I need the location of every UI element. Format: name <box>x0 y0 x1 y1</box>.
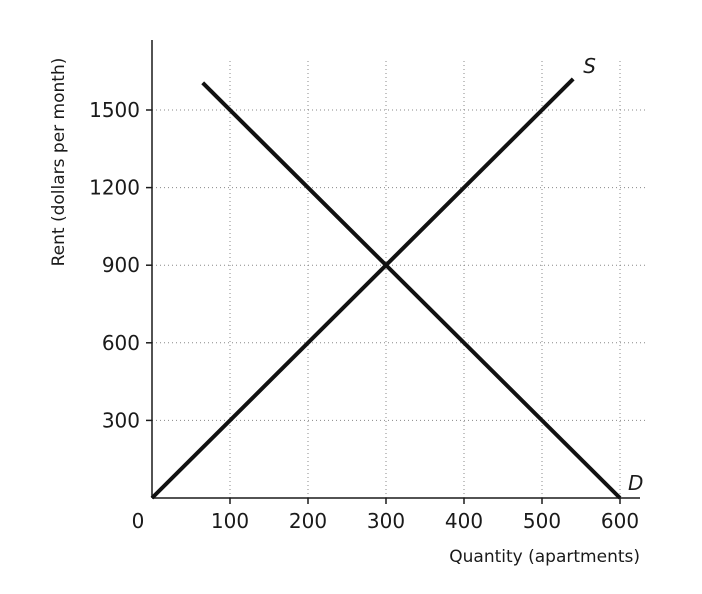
x-tick-label: 300 <box>367 509 405 533</box>
series-line-d <box>201 81 622 500</box>
y-tick-labels: 300 600 900 1200 1500 <box>89 98 140 432</box>
x-axis-label: Quantity (apartments) <box>449 547 640 567</box>
y-tick-label: 600 <box>102 331 140 355</box>
x-tick-label: 0 <box>132 509 145 533</box>
curves: SD <box>150 54 643 500</box>
x-tick-labels: 0 100 200 300 400 500 600 <box>132 509 639 533</box>
axes <box>146 40 640 504</box>
x-tick-label: 500 <box>523 509 561 533</box>
x-tick-label: 600 <box>601 509 639 533</box>
y-tick-label: 1200 <box>89 176 140 200</box>
series-line-s <box>150 77 575 500</box>
y-tick-label: 1500 <box>89 98 140 122</box>
series-label-s: S <box>583 54 596 78</box>
x-tick-label: 100 <box>211 509 249 533</box>
x-tick-label: 400 <box>445 509 483 533</box>
series-label-d: D <box>628 471 643 495</box>
grid <box>152 60 645 498</box>
y-tick-label: 300 <box>102 408 140 432</box>
y-axis-label: Rent (dollars per month) <box>49 58 69 267</box>
y-tick-label: 900 <box>102 253 140 277</box>
x-tick-label: 200 <box>289 509 327 533</box>
